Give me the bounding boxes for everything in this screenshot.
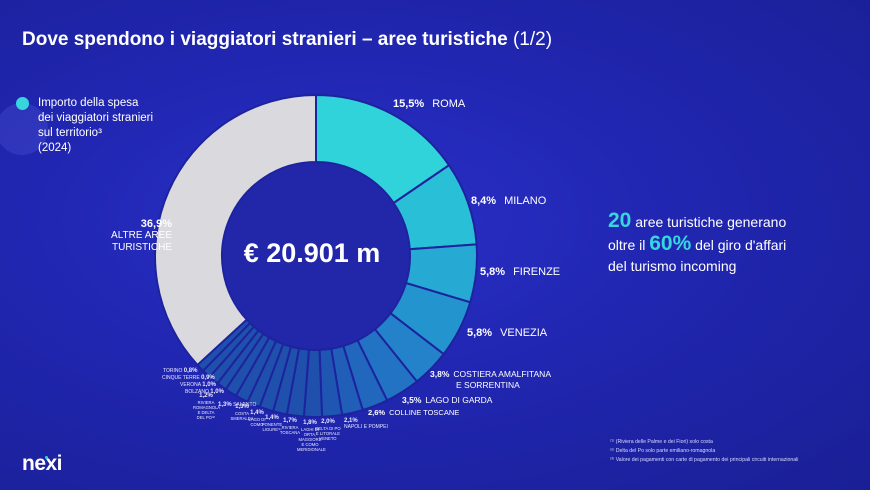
intro-decoration [0, 103, 48, 155]
total-spend-value: € 20.901 m [243, 238, 381, 268]
label-torino: TORINO 0,8% [163, 368, 198, 374]
label-como: 1,4% LAGO DI COMO [248, 410, 266, 427]
label-romagnola: 1,2% RIVIERA ROMAGNOLA E DELTA DEL PO⁽²⁾ [193, 393, 221, 420]
label-colline: 2,6% COLLINE TOSCANE [368, 408, 460, 417]
label-firenze: 5,8% FIRENZE [480, 266, 561, 278]
label-bolzano: BOLZANO 1,0% [185, 389, 224, 395]
label-garda: 3,5% LAGO DI GARDA [402, 395, 493, 405]
label-milano: 8,4% MILANO [471, 195, 547, 207]
label-ponente: 1,4% PONENTE LIGURE⁽¹⁾ [261, 415, 283, 432]
label-cinque-terre: CINQUE TERRE 0,9% [162, 375, 215, 381]
logo-dot [45, 456, 48, 459]
label-riviera-toscana: 1,7% RIVIERA TOSCANA [279, 418, 301, 435]
label-salento: 1,3% SALENTO [218, 402, 257, 408]
chart-description: Importo della spesa dei viaggiatori stra… [38, 97, 154, 154]
label-orta: 1,8% LAGHI DI ORTA, MAGGIORE E COMO MERIDION… [297, 420, 326, 452]
footnotes: ⁽¹⁾ (Riviera delle Palme e dei Fiori) so… [610, 439, 799, 463]
label-venezia: 5,8% VENEZIA [467, 327, 548, 339]
page-title: Dove spendono i viaggiatori stranieri – … [22, 29, 553, 50]
label-delta: 2,0% DELTA DI PO E LITORALE VENETO [315, 419, 341, 441]
label-roma: 15,5% ROMA [393, 98, 466, 110]
intro-bullet-icon [16, 97, 29, 110]
slice-altre-aree-turistiche [154, 93, 317, 367]
label-smeralda: 1,3% COSTA SMERALDA [230, 404, 254, 421]
label-costiera: 3,8% COSTIERA AMALFITANA E SORRENTINA [430, 369, 551, 390]
label-verona: VERONA 1,0% [180, 382, 216, 388]
key-insight: 20 aree turistiche generano oltre il 60%… [608, 209, 787, 274]
donut-center [223, 163, 409, 349]
label-napoli: 2,1% NAPOLI E POMPEI [344, 418, 388, 430]
label-altre-aree: 36,9% ALTRE AREE TURISTICHE [111, 218, 172, 253]
nexi-logo: nexi [22, 452, 63, 475]
